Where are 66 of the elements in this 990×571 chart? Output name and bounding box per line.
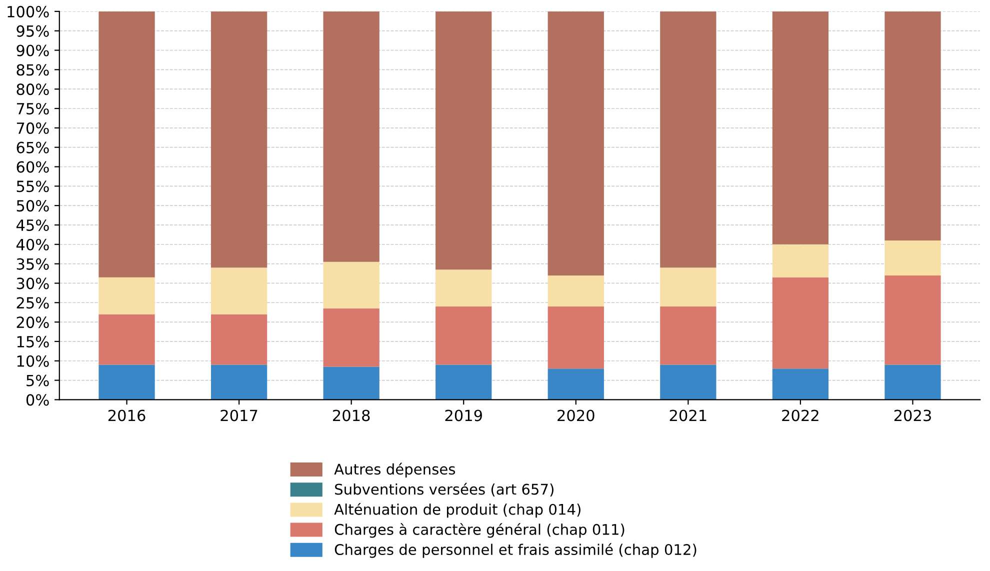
bar [548, 11, 604, 276]
y-tick-label: 20% [16, 316, 49, 328]
bar [323, 11, 380, 262]
x-tick-label: 2019 [445, 410, 482, 422]
bar [548, 368, 604, 400]
bar [323, 262, 380, 308]
y-tick-label: 25% [16, 297, 49, 309]
y-tick-label: 35% [16, 258, 49, 270]
bar [323, 308, 380, 367]
x-tick-label: 2016 [108, 410, 146, 422]
y-tick-label: 10% [17, 355, 49, 367]
bar [98, 11, 155, 278]
bar [884, 240, 941, 276]
bar [772, 11, 829, 244]
bar [884, 11, 941, 241]
y-tick-label: 80% [16, 84, 49, 96]
bar [884, 364, 941, 400]
y-tick-label: 60% [16, 161, 49, 173]
x-tick-label: 2023 [894, 410, 931, 422]
y-tick-label: 0% [26, 394, 49, 406]
legend-label: Autres dépenses [334, 462, 456, 478]
bar [660, 268, 716, 307]
legend-label: Charges de personnel et frais assimilé (chap 012) [334, 543, 696, 558]
x-tick-label: 2020 [558, 410, 594, 422]
y-tick-label: 90% [16, 44, 49, 56]
bar [772, 368, 829, 400]
bar [323, 366, 380, 400]
y-tick-label: 70% [16, 122, 49, 134]
bar [772, 277, 829, 369]
x-tick-label: 2022 [782, 410, 818, 422]
bar [772, 244, 829, 278]
y-tick-label: 15% [17, 336, 49, 348]
y-tick-label: 65% [16, 142, 49, 154]
bar [98, 364, 155, 400]
y-tick-label: 85% [16, 64, 49, 76]
y-tick-label: 50% [16, 200, 49, 212]
legend-label: Alténuation de produit (chap 014) [334, 502, 580, 518]
bar [548, 306, 604, 369]
y-tick-label: 55% [16, 180, 49, 192]
y-tick-label: 40% [16, 238, 49, 250]
bar [884, 275, 941, 365]
bar [210, 314, 268, 365]
y-tick-label: 75% [16, 102, 49, 115]
x-tick-label: 2017 [220, 410, 258, 422]
bar [210, 268, 268, 314]
bar [210, 11, 268, 268]
legend-label: Subventions versées (art 657) [335, 482, 554, 496]
bar [98, 277, 155, 314]
bar [436, 11, 492, 270]
bar [98, 314, 155, 365]
x-tick-label: 2018 [333, 410, 370, 422]
y-tick-label: 5% [26, 374, 49, 386]
bar [660, 364, 716, 400]
y-tick-label: 30% [16, 278, 49, 290]
bar [436, 270, 492, 307]
bar [548, 275, 604, 307]
legend-label: Charges à caractère général (chap 011) [334, 523, 624, 538]
bar [660, 306, 716, 365]
x-tick-label: 2021 [670, 410, 706, 422]
bar [210, 364, 268, 400]
bar [436, 306, 492, 365]
y-tick-label: 95% [16, 25, 49, 37]
bar [660, 11, 716, 268]
y-tick-label: 100% [8, 6, 49, 18]
y-tick-label: 45% [16, 219, 49, 231]
bar [436, 364, 492, 400]
